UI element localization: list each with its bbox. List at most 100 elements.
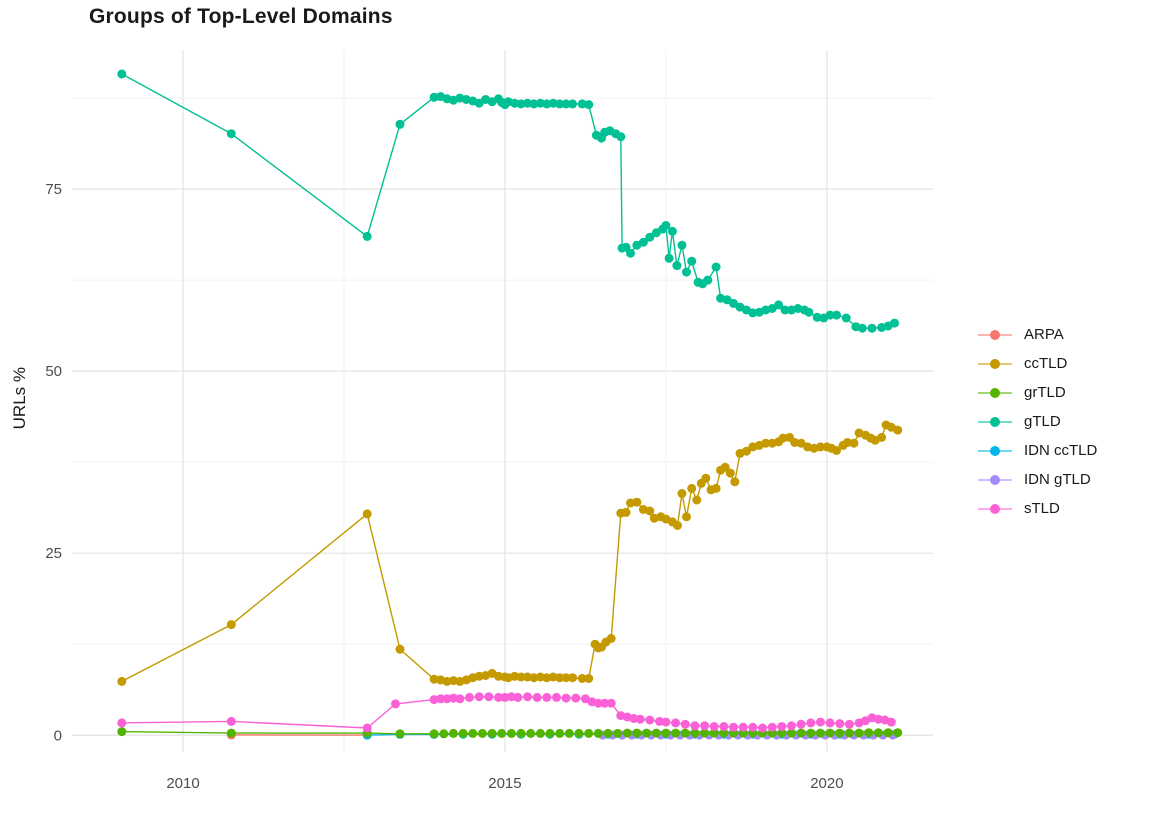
data-point-gtld [395, 119, 405, 129]
legend-item-label: IDN ccTLD [1024, 442, 1098, 459]
data-point-cctld [568, 673, 578, 683]
data-point-stld [600, 698, 610, 708]
data-point-stld [748, 722, 758, 732]
y-tick-label: 25 [45, 545, 62, 562]
legend-item-grtld: grTLD [978, 378, 1097, 407]
data-point-grtld [477, 728, 487, 738]
data-point-grtld [709, 728, 719, 738]
data-point-grtld [555, 728, 565, 738]
legend-item-label: grTLD [1024, 384, 1066, 401]
data-point-cctld [832, 446, 841, 455]
legend-key-icon-arpa [978, 327, 1012, 343]
data-point-grtld [671, 728, 681, 738]
data-point-cctld [621, 507, 631, 517]
data-point-stld [844, 719, 854, 729]
data-point-cctld [117, 676, 127, 686]
data-point-grtld [883, 728, 893, 738]
data-point-grtld [680, 728, 690, 738]
series-line-gtld [121, 73, 895, 329]
legend-key-icon-idn-cctld [978, 443, 1012, 459]
data-point-stld [542, 692, 552, 702]
data-point-grtld [854, 728, 864, 738]
data-point-cctld [606, 633, 616, 643]
legend-key-icon-gtld [978, 414, 1012, 430]
data-point-stld [700, 721, 710, 731]
legend-dot-icon [990, 329, 1000, 340]
x-tick-label: 2010 [166, 775, 199, 792]
data-point-gtld [568, 99, 578, 109]
data-point-stld [815, 717, 825, 727]
data-point-gtld [626, 248, 635, 258]
data-point-cctld [632, 497, 642, 507]
data-point-grtld [642, 728, 652, 738]
data-point-stld [561, 693, 571, 703]
data-point-gtld [774, 300, 784, 310]
data-point-grtld [226, 728, 236, 738]
data-point-grtld [526, 728, 536, 738]
data-point-stld [226, 716, 236, 726]
legend: ARPA ccTLD grTLD gTLD IDN ccTLD IDN gTLD sTLD [978, 320, 1097, 523]
data-point-cctld [577, 674, 587, 683]
data-point-grtld [516, 728, 526, 738]
data-point-stld [806, 718, 816, 728]
data-point-grtld [593, 728, 603, 738]
data-point-stld [523, 692, 532, 702]
data-point-cctld [849, 438, 859, 448]
data-point-stld [758, 723, 767, 733]
data-point-grtld [719, 728, 729, 738]
legend-item-idn-gtld: IDN gTLD [978, 465, 1097, 494]
data-point-grtld [117, 727, 127, 737]
data-point-cctld [395, 644, 405, 654]
data-point-grtld [825, 728, 835, 738]
data-point-stld [835, 719, 845, 729]
data-point-grtld [448, 728, 458, 738]
data-point-grtld [603, 728, 613, 738]
data-point-stld [465, 692, 474, 702]
data-point-grtld [458, 728, 468, 738]
data-point-gtld [584, 100, 594, 110]
x-tick-label: 2015 [488, 775, 521, 792]
data-point-grtld [395, 729, 405, 739]
data-point-stld [391, 699, 400, 709]
data-point-stld [796, 719, 806, 729]
data-point-gtld [548, 98, 558, 108]
data-point-gtld [645, 232, 655, 242]
data-point-cctld [682, 512, 691, 522]
data-point-grtld [777, 728, 787, 738]
data-point-stld [635, 714, 645, 724]
data-point-gtld [703, 275, 713, 285]
legend-key-icon-grtld [978, 385, 1012, 401]
data-point-cctld [429, 674, 439, 684]
data-point-gtld [616, 132, 626, 142]
data-point-stld [362, 723, 372, 733]
data-point-gtld [867, 323, 877, 333]
data-point-cctld [761, 438, 771, 448]
data-point-stld [606, 698, 616, 708]
data-point-grtld [787, 728, 796, 738]
data-point-stld [474, 692, 484, 702]
data-point-grtld [873, 728, 883, 738]
data-point-gtld [117, 69, 127, 79]
data-point-gtld [677, 240, 687, 250]
data-point-grtld [864, 728, 874, 738]
data-point-grtld [893, 728, 903, 738]
data-point-gtld [226, 129, 236, 139]
legend-dot-icon [990, 387, 1000, 398]
data-point-gtld [890, 318, 899, 328]
data-point-grtld [545, 728, 555, 738]
data-point-cctld [815, 442, 825, 452]
data-point-grtld [497, 728, 507, 738]
data-point-cctld [730, 477, 740, 487]
data-point-cctld [226, 620, 236, 630]
data-point-gtld [661, 221, 671, 230]
data-point-stld [767, 722, 777, 732]
legend-dot-icon [990, 416, 1000, 427]
legend-dot-icon [990, 358, 1000, 369]
data-point-stld [680, 719, 690, 729]
data-point-gtld [682, 267, 691, 277]
data-point-cctld [741, 446, 751, 456]
data-point-gtld [748, 308, 758, 318]
data-point-gtld [832, 310, 841, 320]
legend-item-gtld: gTLD [978, 407, 1097, 436]
data-point-cctld [516, 672, 526, 682]
